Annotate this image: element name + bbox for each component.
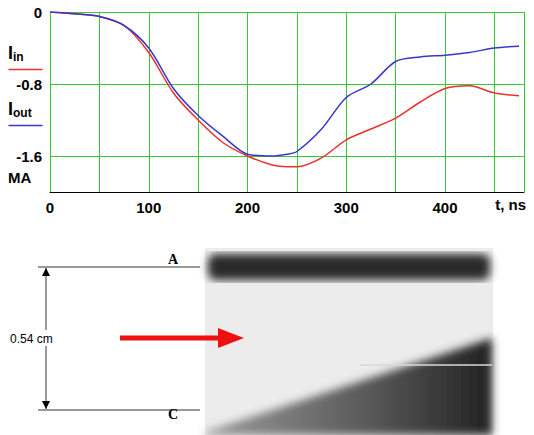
svg-text:0: 0 — [46, 199, 54, 216]
svg-text:in: in — [13, 50, 24, 64]
svg-text:I: I — [8, 43, 13, 63]
svg-text:0.54 cm: 0.54 cm — [10, 332, 53, 346]
svg-text:I: I — [8, 99, 13, 119]
svg-text:0: 0 — [34, 4, 42, 21]
svg-text:300: 300 — [334, 199, 359, 216]
svg-text:out: out — [13, 106, 32, 120]
svg-text:100: 100 — [136, 199, 161, 216]
svg-text:A: A — [168, 252, 179, 267]
svg-text:MA: MA — [8, 169, 31, 186]
svg-text:C: C — [168, 407, 178, 422]
svg-text:200: 200 — [235, 199, 260, 216]
svg-text:t, ns: t, ns — [495, 196, 526, 213]
svg-text:-1.6: -1.6 — [16, 148, 42, 165]
svg-text:-0.8: -0.8 — [16, 76, 42, 93]
svg-text:400: 400 — [432, 199, 457, 216]
